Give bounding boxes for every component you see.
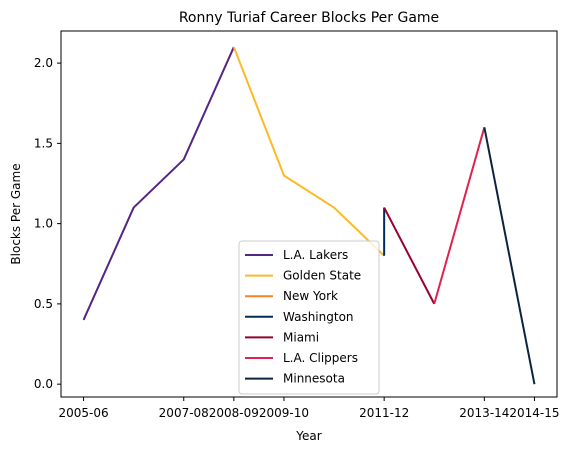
x-tick-label: 2009-10 bbox=[259, 406, 309, 420]
legend-frame bbox=[238, 240, 380, 395]
legend-label: Washington bbox=[283, 310, 354, 324]
y-tick-label: 1.5 bbox=[34, 136, 53, 150]
legend-label: L.A. Clippers bbox=[283, 351, 358, 365]
series-line-7 bbox=[483, 127, 536, 385]
y-axis-label: Blocks Per Game bbox=[9, 163, 23, 264]
x-tick-label: 2013-14 bbox=[459, 406, 509, 420]
y-axis: 0.0 0.5 1.0 1.5 2.0 bbox=[34, 56, 61, 391]
x-axis-label: Year bbox=[295, 429, 321, 443]
x-tick-label: 2011-12 bbox=[359, 406, 409, 420]
legend-label: Minnesota bbox=[283, 372, 345, 386]
legend: L.A. Lakers Golden State New York Washingto… bbox=[238, 240, 380, 395]
y-tick-label: 2.0 bbox=[34, 56, 53, 70]
series-line-1 bbox=[82, 46, 235, 321]
series-line-2 bbox=[232, 46, 385, 257]
y-tick-label: 0.5 bbox=[34, 297, 53, 311]
x-axis: 2005-06 2007-08 2008-09 2009-10 2011-12 2013-… bbox=[58, 397, 560, 420]
x-tick-label: 2007-08 bbox=[159, 406, 209, 420]
series-layer bbox=[82, 46, 536, 385]
legend-label: L.A. Lakers bbox=[283, 248, 348, 262]
y-tick-label: 1.0 bbox=[34, 217, 53, 231]
legend-label: Golden State bbox=[283, 269, 361, 283]
x-tick-label: 2005-06 bbox=[58, 406, 108, 420]
series-line-6 bbox=[433, 127, 486, 305]
x-tick-label: 2008-09 bbox=[209, 406, 259, 420]
plot-area: 2005-06 2007-08 2008-09 2009-10 2011-12 2013-… bbox=[34, 30, 560, 420]
series-line-5 bbox=[383, 207, 436, 305]
x-tick-label: 2014-15 bbox=[509, 406, 559, 420]
legend-label: Miami bbox=[283, 330, 319, 344]
legend-label: New York bbox=[283, 289, 338, 303]
chart-title: Ronny Turiaf Career Blocks Per Game bbox=[179, 10, 439, 26]
y-tick-label: 0.0 bbox=[34, 377, 53, 391]
